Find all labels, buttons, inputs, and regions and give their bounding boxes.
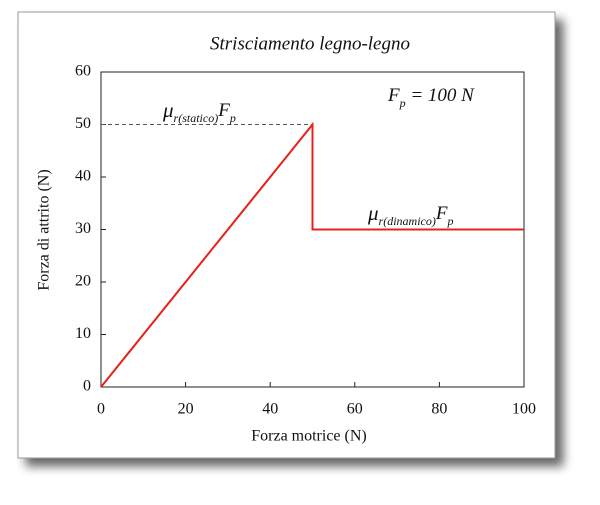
annotation-part: F	[387, 85, 400, 106]
annotation-part: μ	[162, 98, 174, 122]
annotation: Fp = 100 N	[387, 85, 475, 109]
annotation-part: F	[435, 203, 448, 224]
x-tick-label: 20	[178, 401, 194, 418]
x-tick-label: 80	[431, 401, 447, 418]
annotation-part: μ	[367, 201, 379, 225]
x-tick-label: 0	[97, 401, 105, 418]
y-tick-label: 0	[83, 378, 91, 395]
y-tick-label: 30	[75, 220, 91, 237]
frame	[17, 11, 556, 459]
annotation: μr(dinamico)Fp	[367, 201, 453, 228]
annotation-part: p	[399, 96, 406, 110]
annotation-part: r(statico)	[174, 111, 219, 125]
y-tick-label: 20	[75, 273, 91, 290]
x-tick-label: 60	[347, 401, 363, 418]
annotation-part: = 100 N	[406, 85, 476, 106]
x-tick-label: 40	[262, 401, 278, 418]
annotation-part: p	[446, 214, 453, 228]
x-axis-label: Forza motrice (N)	[251, 428, 367, 445]
annotation-part: r(dinamico)	[379, 214, 436, 228]
y-tick-label: 50	[75, 115, 91, 132]
x-tick-label: 100	[512, 401, 536, 418]
y-axis-label: Forza di attrito (N)	[36, 169, 53, 290]
y-tick-label: 60	[75, 63, 91, 80]
annotation: μr(statico)Fp	[162, 98, 236, 125]
y-tick-label: 40	[75, 168, 91, 185]
chart-title: Strisciamento legno-legno	[210, 33, 410, 54]
annotation-part: F	[217, 100, 230, 121]
y-tick-label: 10	[75, 325, 91, 342]
annotation-part: p	[229, 111, 236, 125]
data-line	[100, 121, 524, 388]
